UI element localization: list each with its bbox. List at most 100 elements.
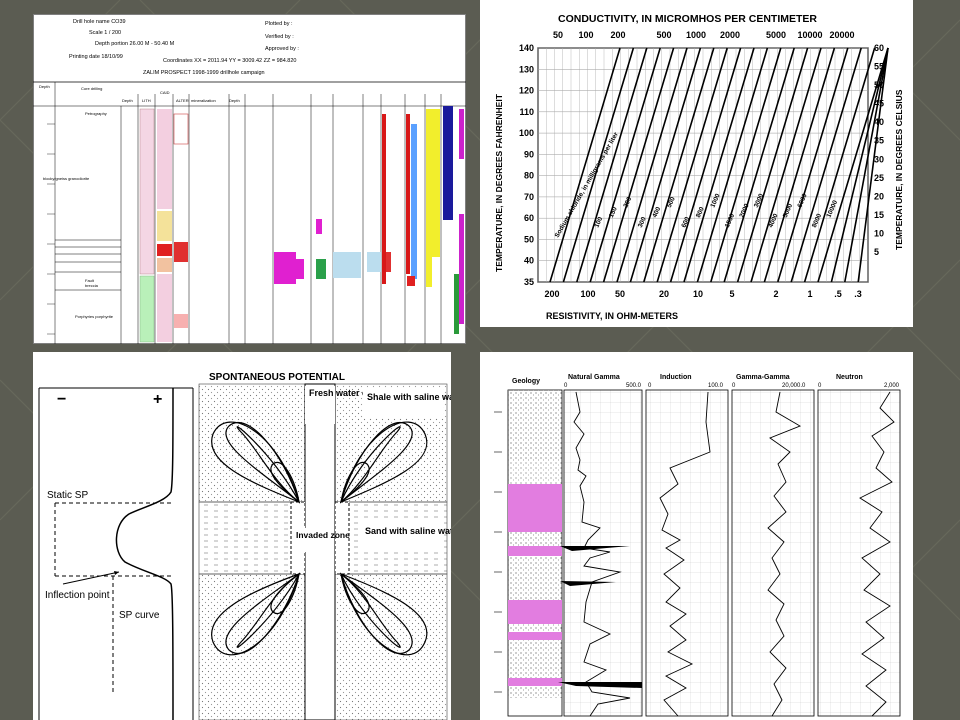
col-depth-3: Depth (229, 98, 240, 103)
salinity-line (602, 47, 675, 283)
track4-min: 0 (818, 383, 822, 389)
bottom-axis-label: RESISTIVITY, IN OHM-METERS (546, 311, 678, 321)
salinity-line (830, 47, 889, 283)
salinity-line (643, 47, 715, 283)
rock-label-upper: blocky/gneiss granodiorite (43, 176, 90, 181)
left-tick-label: 70 (524, 192, 534, 202)
left-tick-labels: 140 130 120 110 100 90 80 70 60 50 40 35 (519, 43, 534, 287)
salinity-line (723, 47, 795, 283)
sp-curve-label: SP curve (119, 610, 160, 621)
salinity-line (857, 47, 889, 283)
top-tick-labels: 50 100 200 500 1000 2000 5000 10000 20000 (553, 30, 855, 40)
col-caid: CAID (160, 90, 170, 95)
right-tick-label: 5 (874, 247, 879, 257)
salinity-line (710, 47, 782, 283)
depth-portion-text: Depth portion 26.00 M - 50.40 M (95, 41, 175, 47)
track2-max: 100.0 (708, 383, 724, 389)
left-tick-label: 120 (519, 86, 534, 96)
right-tick-label: 30 (874, 154, 884, 164)
conductivity-chart-panel: CONDUCTIVITY, IN MICROMHOS PER CENTIMETE… (480, 0, 913, 327)
conductivity-chart: CONDUCTIVITY, IN MICROMHOS PER CENTIMETE… (494, 13, 904, 321)
right-tick-label: 55 (874, 62, 884, 72)
fresh-water-label: Fresh water or mud (309, 388, 393, 398)
track2-min: 0 (648, 383, 652, 389)
salinity-line-label: 4000 (767, 212, 779, 228)
left-tick-label: 60 (524, 213, 534, 223)
salinity-line (750, 47, 822, 283)
left-tick-label: 110 (519, 107, 534, 117)
col-core-drilling: Core drilling (81, 86, 102, 91)
col-mineralization: mineralization (191, 98, 216, 103)
col-lith: LITH (142, 98, 151, 103)
bottom-tick-label: 50 (615, 289, 625, 299)
right-tick-label: 35 (874, 136, 884, 146)
right-tick-label: 25 (874, 173, 884, 183)
sp-diagram: − + Static SP Inflection point SP curve … (33, 352, 451, 720)
track1-name: Natural Gamma (568, 374, 620, 381)
rock-label-lower: Porphyries porphyrite (75, 314, 114, 319)
salinity-line-label: 500 (666, 196, 677, 209)
spontaneous-potential-panel: − + Static SP Inflection point SP curve … (33, 352, 451, 720)
left-tick-label: 130 (519, 64, 534, 74)
salinity-line-label: 1500 (724, 212, 736, 228)
salinity-line (790, 47, 862, 283)
right-tick-label: 15 (874, 210, 884, 220)
salinity-line (777, 47, 849, 283)
salinity-line (562, 47, 635, 283)
track2-name: Induction (660, 374, 692, 381)
prospect-text: ZALIM PROSPECT 1998-1999 drillhole campa… (143, 70, 265, 76)
top-tick-label: 2000 (720, 30, 740, 40)
salinity-line-label: 600 (680, 216, 691, 229)
salinity-line-label: 6000 (796, 192, 808, 208)
col-depth-2: Depth (122, 98, 133, 103)
left-axis-label: TEMPERATURE, IN DEGREES FAHRENHEIT (494, 93, 504, 272)
inflection-point-label: Inflection point (45, 590, 110, 601)
approved-by-text: Approved by : (265, 46, 299, 52)
chart-title: CONDUCTIVITY, IN MICROMHOS PER CENTIMETE… (558, 13, 817, 25)
track1-min: 0 (564, 383, 568, 389)
track4-max: 2,000 (884, 383, 900, 389)
left-tick-label: 140 (519, 43, 534, 53)
salinity-line (549, 47, 621, 283)
salinity-line (803, 47, 876, 283)
bottom-tick-label: .5 (834, 289, 842, 299)
chart-salinity-lines (549, 47, 889, 283)
top-tick-label: 100 (578, 30, 593, 40)
salinity-line-label: 2000 (738, 202, 750, 218)
bottom-tick-label: 10 (693, 289, 703, 299)
top-tick-label: 5000 (766, 30, 786, 40)
drill-hole-name: Drill hole name CO39 (73, 19, 126, 25)
right-axis-label: TEMPERATURE, IN DEGREES CELSIUS (894, 89, 904, 250)
salinity-line (669, 47, 742, 283)
rock-label-breccia: breccia (85, 283, 99, 288)
left-tick-label: 35 (524, 277, 534, 287)
salinity-line (844, 47, 889, 283)
bottom-tick-label: 100 (580, 289, 595, 299)
plotted-by-text: Plotted by : (265, 21, 293, 27)
salinity-line-label: 200 (622, 196, 633, 209)
drill-log-panel: Drill hole name CO39 Scale 1 / 200 Depth… (33, 14, 466, 344)
shale-label: Shale with saline water (367, 392, 451, 402)
salinity-line (736, 47, 809, 283)
salinity-line-label: 300 (637, 216, 648, 229)
bottom-tick-label: 5 (729, 289, 734, 299)
drill-log-graphic: Drill hole name CO39 Scale 1 / 200 Depth… (33, 14, 466, 344)
salinity-line (589, 47, 661, 283)
track3-min: 0 (732, 383, 736, 389)
geology-header: Geology (512, 378, 540, 385)
track1-max: 500.0 (626, 383, 642, 389)
well-log: Geology Natural Gamma 0 500.0 Induction … (480, 352, 913, 720)
top-tick-label: 1000 (686, 30, 706, 40)
bottom-tick-label: 200 (544, 289, 559, 299)
well-log-panel: Geology Natural Gamma 0 500.0 Induction … (480, 352, 913, 720)
salinity-line (763, 47, 836, 283)
left-tick-label: 50 (524, 234, 534, 244)
bottom-tick-label: 20 (659, 289, 669, 299)
salinity-line (817, 47, 889, 283)
invaded-zone-label: Invaded zone (296, 530, 350, 540)
salinity-line-label: 800 (695, 206, 706, 219)
top-tick-label: 200 (610, 30, 625, 40)
top-tick-label: 10000 (797, 30, 822, 40)
salinity-line-label: 150 (608, 206, 619, 219)
left-tick-label: 100 (519, 128, 534, 138)
